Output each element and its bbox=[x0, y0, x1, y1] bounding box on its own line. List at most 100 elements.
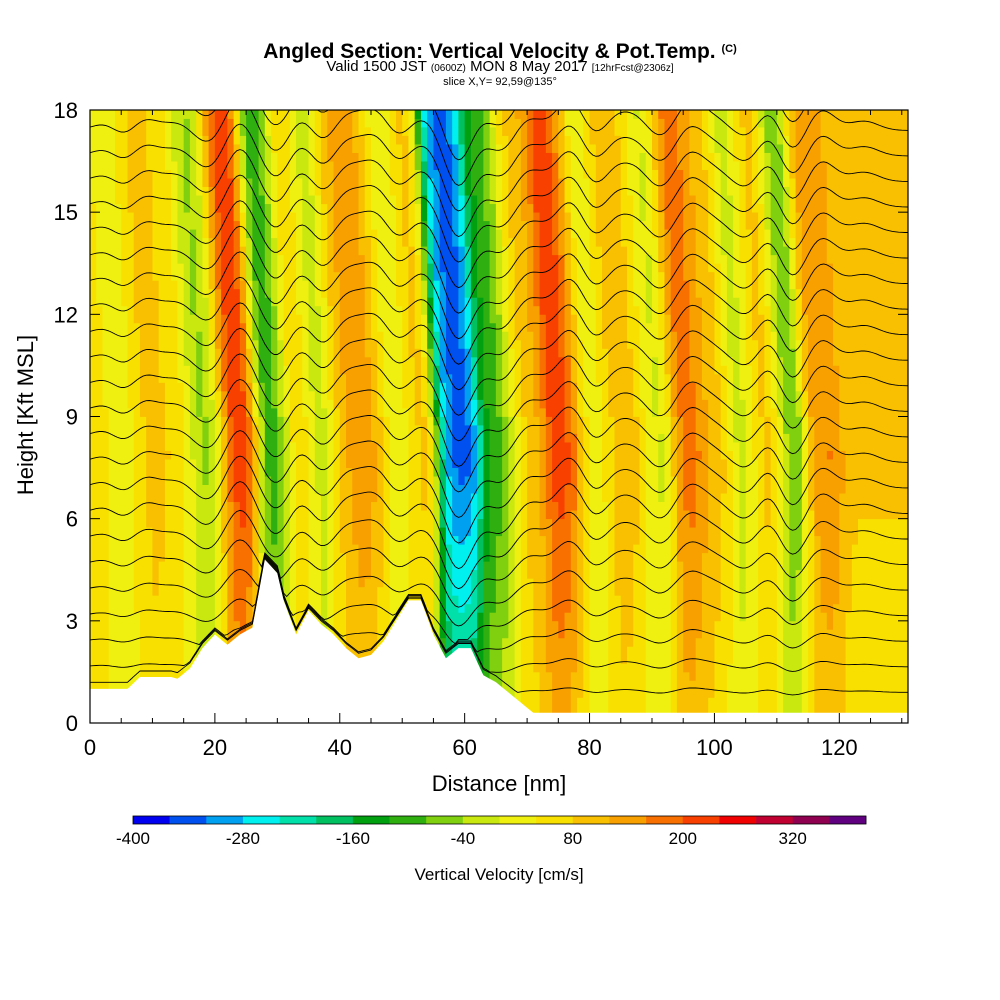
field-cell bbox=[370, 203, 378, 213]
field-cell bbox=[458, 118, 466, 128]
field-cell bbox=[152, 212, 160, 222]
field-cell bbox=[158, 348, 166, 358]
field-cell bbox=[333, 450, 341, 460]
field-cell bbox=[395, 305, 403, 315]
field-cell bbox=[314, 288, 322, 298]
field-cell bbox=[121, 501, 128, 511]
field-cell bbox=[427, 578, 434, 588]
field-cell bbox=[133, 433, 141, 443]
field-cell bbox=[246, 186, 253, 196]
field-cell bbox=[520, 603, 528, 613]
field-cell bbox=[258, 535, 266, 545]
field-cell bbox=[158, 416, 166, 426]
field-cell bbox=[495, 297, 503, 307]
field-cell bbox=[346, 416, 353, 426]
field-cell bbox=[146, 110, 153, 119]
field-cell bbox=[96, 339, 103, 349]
field-cell bbox=[327, 152, 334, 162]
field-cell bbox=[277, 178, 284, 188]
field-cell bbox=[183, 578, 191, 588]
field-cell bbox=[152, 169, 160, 179]
field-cell bbox=[458, 552, 466, 562]
field-cell bbox=[464, 203, 472, 213]
field-cell bbox=[227, 586, 235, 596]
field-cell bbox=[283, 297, 291, 307]
field-cell bbox=[158, 578, 166, 588]
field-cell bbox=[364, 229, 372, 239]
field-cell bbox=[333, 476, 341, 486]
field-cell bbox=[477, 212, 484, 222]
field-cell bbox=[108, 467, 116, 477]
field-cell bbox=[246, 450, 253, 460]
field-cell bbox=[427, 297, 434, 307]
field-cell bbox=[327, 561, 334, 571]
field-cell bbox=[308, 407, 316, 417]
field-cell bbox=[171, 629, 178, 639]
field-cell bbox=[470, 195, 478, 205]
field-cell bbox=[246, 399, 253, 409]
field-cell bbox=[108, 161, 116, 170]
field-cell bbox=[377, 203, 384, 213]
field-cell bbox=[439, 212, 447, 222]
field-cell bbox=[364, 544, 372, 554]
field-cell bbox=[96, 527, 103, 537]
field-cell bbox=[214, 263, 222, 273]
field-cell bbox=[352, 288, 359, 298]
field-cell bbox=[271, 280, 278, 290]
field-cell bbox=[452, 586, 459, 596]
field-cell bbox=[227, 629, 235, 639]
field-cell bbox=[333, 297, 341, 307]
field-cell bbox=[264, 195, 272, 205]
field-cell bbox=[439, 467, 447, 477]
field-cell bbox=[377, 433, 384, 443]
field-cell bbox=[383, 331, 391, 341]
field-cell bbox=[139, 212, 147, 222]
field-cell bbox=[327, 237, 334, 247]
field-cell bbox=[395, 169, 403, 179]
field-cell bbox=[452, 331, 459, 341]
field-cell bbox=[233, 305, 241, 315]
field-cell bbox=[414, 246, 422, 256]
field-cell bbox=[121, 161, 128, 170]
field-cell bbox=[177, 629, 185, 639]
field-cell bbox=[514, 535, 522, 545]
field-cell bbox=[177, 305, 185, 315]
field-cell bbox=[233, 254, 241, 264]
field-cell bbox=[477, 416, 484, 426]
field-cell bbox=[177, 186, 185, 196]
field-cell bbox=[114, 586, 122, 596]
field-cell bbox=[327, 416, 334, 426]
field-cell bbox=[158, 161, 166, 170]
field-cell bbox=[196, 271, 203, 281]
field-cell bbox=[196, 518, 203, 528]
field-cell bbox=[427, 118, 434, 128]
field-cell bbox=[208, 476, 216, 486]
field-cell bbox=[158, 271, 166, 281]
field-cell bbox=[233, 229, 241, 239]
field-cell bbox=[383, 433, 391, 443]
field-cell bbox=[164, 612, 172, 622]
field-cell bbox=[370, 322, 378, 332]
field-cell bbox=[102, 322, 110, 332]
field-cell bbox=[296, 595, 303, 605]
field-cell bbox=[108, 229, 116, 239]
field-cell bbox=[183, 127, 191, 136]
field-cell bbox=[233, 280, 241, 290]
field-cell bbox=[414, 493, 422, 503]
field-cell bbox=[296, 135, 303, 145]
field-cell bbox=[233, 135, 241, 145]
field-cell bbox=[339, 118, 347, 128]
field-cell bbox=[489, 220, 497, 230]
field-cell bbox=[464, 518, 472, 528]
field-cell bbox=[302, 203, 309, 213]
field-cell bbox=[383, 552, 391, 562]
field-cell bbox=[445, 603, 453, 613]
field-cell bbox=[158, 169, 166, 179]
field-cell bbox=[271, 382, 278, 392]
field-cell bbox=[308, 186, 316, 196]
field-cell bbox=[370, 118, 378, 128]
field-cell bbox=[177, 314, 185, 324]
field-cell bbox=[302, 322, 309, 332]
field-cell bbox=[495, 620, 503, 630]
field-cell bbox=[246, 331, 253, 341]
